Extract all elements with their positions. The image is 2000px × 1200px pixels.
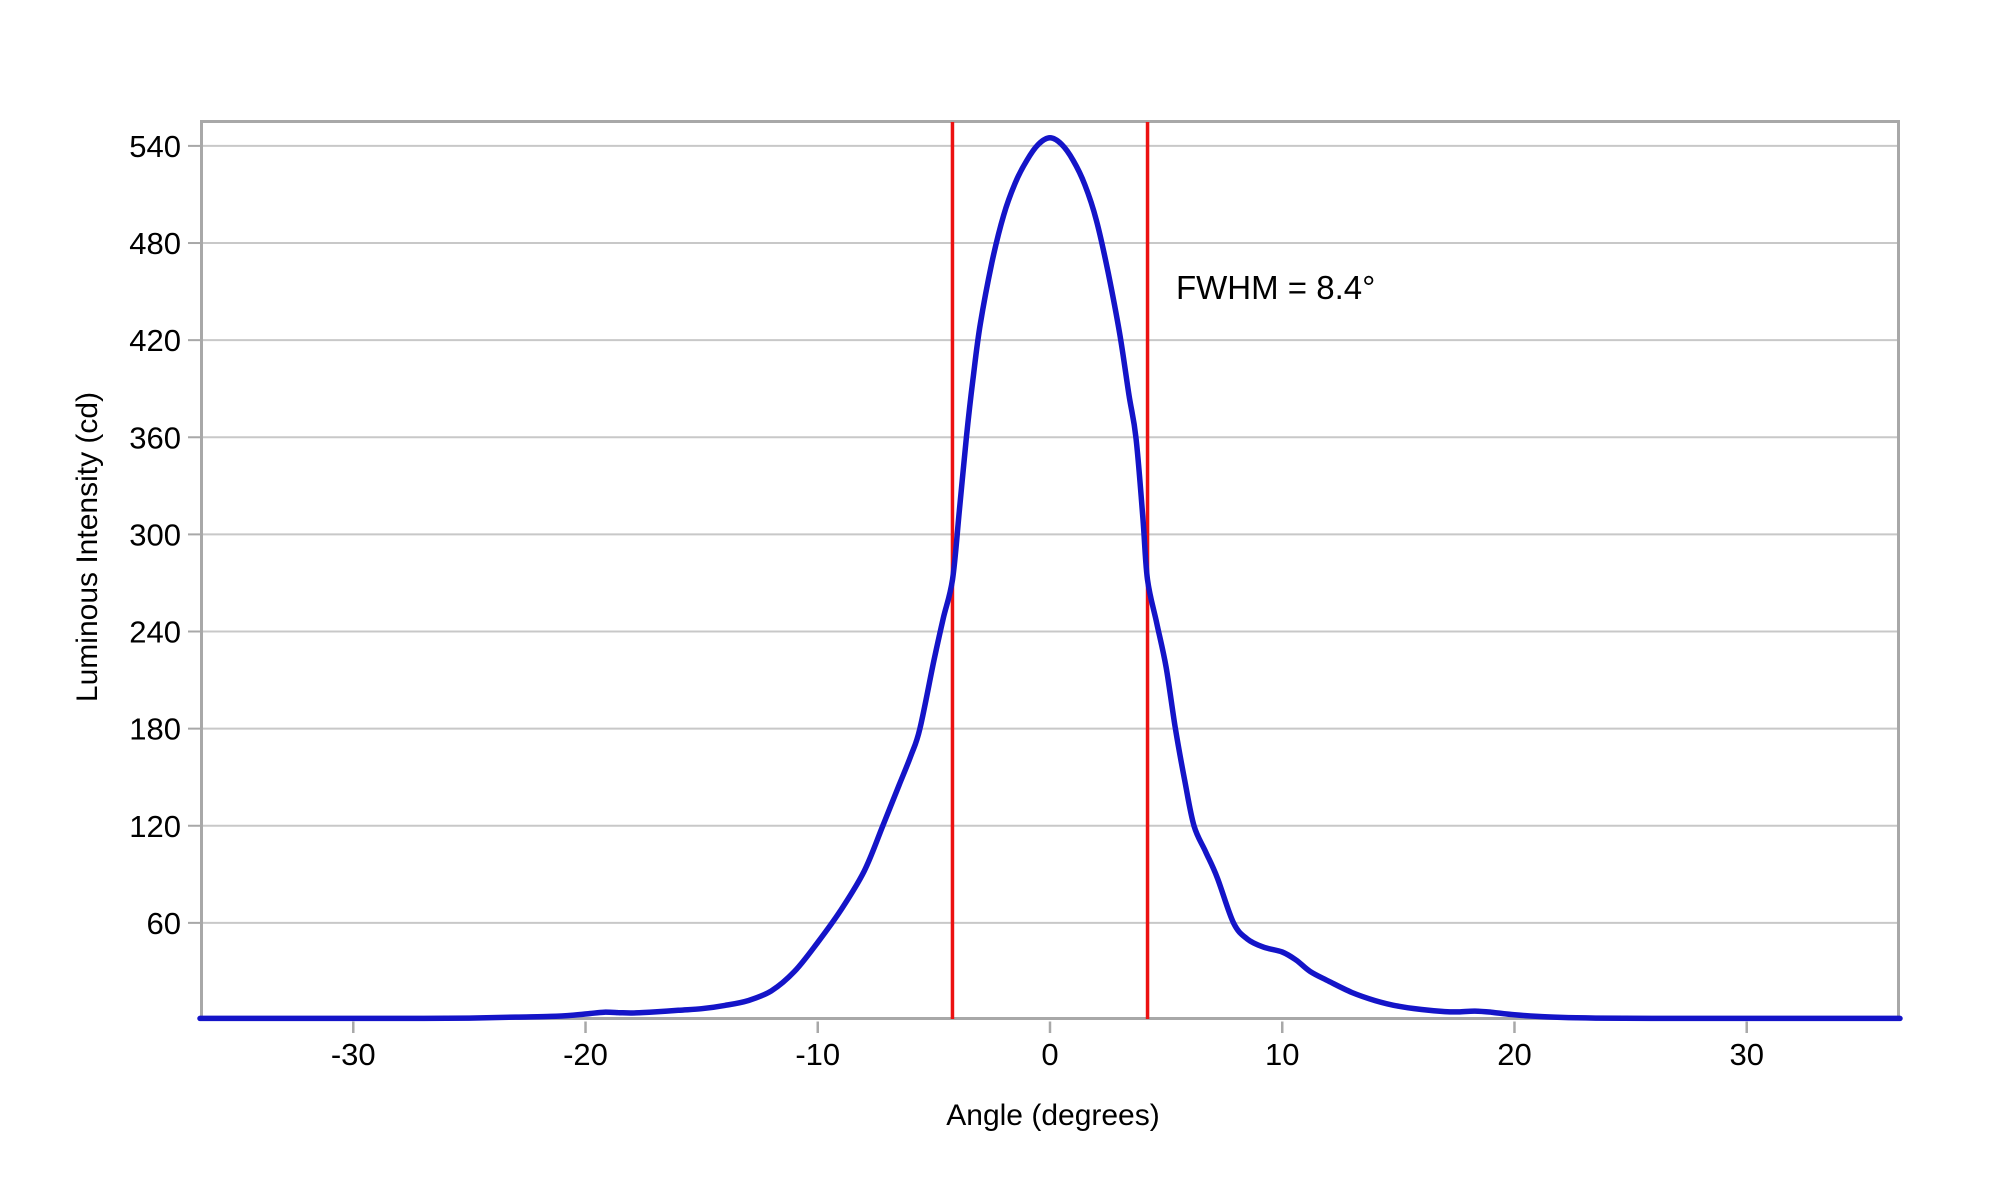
- y-tick-label: 120: [129, 809, 181, 844]
- x-tick-label: 10: [1265, 1037, 1299, 1072]
- fwhm-annotation-label: FWHM = 8.4°: [1176, 269, 1376, 306]
- x-tick-label: 0: [1041, 1037, 1058, 1072]
- y-tick-label: 360: [129, 420, 181, 455]
- x-tick-label: -10: [795, 1037, 840, 1072]
- y-tick-label: 240: [129, 615, 181, 650]
- y-tick-label: 300: [129, 517, 181, 552]
- y-axis-title: Luminous Intensity (cd): [71, 391, 104, 703]
- y-tick-label: 420: [129, 323, 181, 358]
- x-axis-title: Angle (degrees): [946, 1099, 1160, 1132]
- x-tick-label: -20: [563, 1037, 608, 1072]
- y-tick-label: 540: [129, 129, 181, 164]
- intensity-curve: [197, 135, 1903, 1022]
- x-tick-label: -30: [331, 1037, 376, 1072]
- x-tick-label: 20: [1497, 1037, 1531, 1072]
- x-tick-label: 30: [1729, 1037, 1763, 1072]
- plot-frame: [200, 120, 1900, 1020]
- y-tick-label: 60: [147, 906, 181, 941]
- y-tick-label: 480: [129, 226, 181, 261]
- y-tick-label: 180: [129, 712, 181, 747]
